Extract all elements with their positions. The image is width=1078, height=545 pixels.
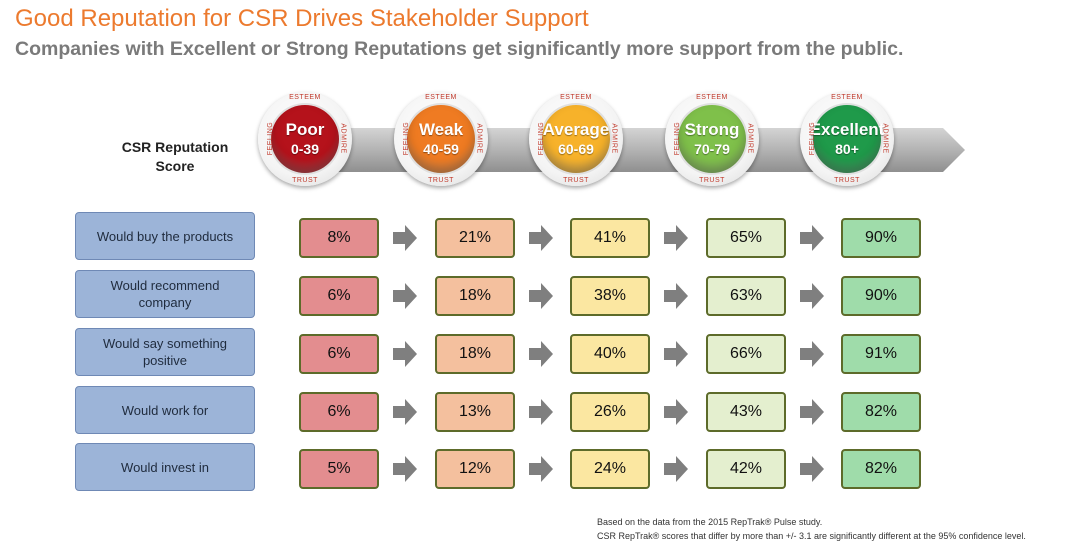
- progression-arrow: [393, 225, 417, 251]
- value-cell: 6%: [299, 392, 379, 432]
- axis-label-line1: CSR Reputation: [121, 139, 229, 155]
- progression-arrow: [393, 456, 417, 482]
- badge-label-top: ESTEEM: [696, 94, 728, 101]
- badge-ring: Poor 0-39: [271, 105, 339, 173]
- badge-range: 80+: [835, 141, 859, 157]
- axis-label: CSR Reputation Score: [100, 138, 250, 176]
- badge-label-left: FEELING: [538, 121, 546, 156]
- value-cell: 65%: [706, 218, 786, 258]
- badge-label-top: ESTEEM: [425, 94, 457, 101]
- progression-arrow: [393, 399, 417, 425]
- value-cell: 90%: [841, 218, 921, 258]
- badge-label-bottom: TRUST: [428, 177, 454, 184]
- progression-arrow: [529, 341, 553, 367]
- value-cell: 66%: [706, 334, 786, 374]
- progression-arrow: [664, 225, 688, 251]
- badge-name: Poor: [285, 120, 325, 139]
- row-label: Would invest in: [75, 443, 255, 491]
- progression-arrow: [664, 456, 688, 482]
- badge-ring: Excellent 80+: [810, 105, 884, 173]
- row-label: Would recommend company: [75, 270, 255, 318]
- badge-range: 60-69: [558, 141, 594, 157]
- value-cell: 13%: [435, 392, 515, 432]
- value-cell: 38%: [570, 276, 650, 316]
- badge-label-top: ESTEEM: [560, 94, 592, 101]
- progression-arrow: [664, 283, 688, 309]
- badge-label-top: ESTEEM: [289, 94, 321, 101]
- badge-label-bottom: TRUST: [834, 177, 860, 184]
- badge-label-right: ADMIRE: [339, 123, 347, 154]
- progression-arrow: [800, 456, 824, 482]
- value-cell: 24%: [570, 449, 650, 489]
- progression-arrow: [529, 399, 553, 425]
- row-label: Would work for: [75, 386, 255, 434]
- progression-arrow: [800, 341, 824, 367]
- value-cell: 6%: [299, 276, 379, 316]
- progression-arrow: [664, 399, 688, 425]
- badge-label-left: FEELING: [674, 121, 682, 156]
- progression-arrow: [393, 283, 417, 309]
- badge-excellent: Excellent 80+ ESTEEM TRUST FEELING ADMIRE: [800, 92, 894, 186]
- badge-name: Excellent: [809, 120, 885, 139]
- badge-name: Average: [542, 120, 610, 139]
- row-label: Would buy the products: [75, 212, 255, 260]
- badge-label-right: ADMIRE: [475, 123, 483, 154]
- badge-name: Strong: [684, 120, 740, 139]
- badge-label-right: ADMIRE: [610, 123, 618, 154]
- value-cell: 18%: [435, 334, 515, 374]
- badge-label-bottom: TRUST: [563, 177, 589, 184]
- value-cell: 8%: [299, 218, 379, 258]
- badge-ring: Weak 40-59: [407, 105, 475, 173]
- badge-label-right: ADMIRE: [746, 123, 754, 154]
- badge-weak: Weak 40-59 ESTEEM TRUST FEELING ADMIRE: [394, 92, 488, 186]
- progression-arrow: [393, 341, 417, 367]
- badge-ring: Strong 70-79: [678, 105, 746, 173]
- value-cell: 5%: [299, 449, 379, 489]
- value-cell: 6%: [299, 334, 379, 374]
- badge-ring: Average 60-69: [542, 105, 610, 173]
- value-cell: 40%: [570, 334, 650, 374]
- value-cell: 90%: [841, 276, 921, 316]
- axis-label-line2: Score: [155, 158, 195, 174]
- value-cell: 21%: [435, 218, 515, 258]
- value-cell: 82%: [841, 449, 921, 489]
- value-cell: 42%: [706, 449, 786, 489]
- progression-arrow: [800, 225, 824, 251]
- page-subtitle: Companies with Excellent or Strong Reput…: [15, 38, 904, 60]
- progression-arrow: [800, 399, 824, 425]
- badge-poor: Poor 0-39 ESTEEM TRUST FEELING ADMIRE: [258, 92, 352, 186]
- row-label: Would say something positive: [75, 328, 255, 376]
- progression-arrow: [529, 456, 553, 482]
- progression-arrow: [529, 225, 553, 251]
- value-cell: 91%: [841, 334, 921, 374]
- progression-arrow: [664, 341, 688, 367]
- badge-average: Average 60-69 ESTEEM TRUST FEELING ADMIRE: [529, 92, 623, 186]
- value-cell: 82%: [841, 392, 921, 432]
- badge-range: 40-59: [423, 141, 459, 157]
- badge-label-bottom: TRUST: [699, 177, 725, 184]
- badge-range: 70-79: [694, 141, 730, 157]
- footnote-source: Based on the data from the 2015 RepTrak®…: [597, 517, 823, 527]
- progression-arrow: [800, 283, 824, 309]
- badge-name: Weak: [418, 120, 464, 139]
- badge-label-top: ESTEEM: [831, 94, 863, 101]
- value-cell: 18%: [435, 276, 515, 316]
- value-cell: 26%: [570, 392, 650, 432]
- badge-label-left: FEELING: [809, 121, 817, 156]
- footnote-confidence: CSR RepTrak® scores that differ by more …: [597, 531, 1026, 541]
- value-cell: 41%: [570, 218, 650, 258]
- badge-label-left: FEELING: [403, 121, 411, 156]
- progression-arrow: [529, 283, 553, 309]
- page-title: Good Reputation for CSR Drives Stakehold…: [15, 5, 589, 32]
- badge-strong: Strong 70-79 ESTEEM TRUST FEELING ADMIRE: [665, 92, 759, 186]
- badge-label-right: ADMIRE: [881, 123, 889, 154]
- value-cell: 63%: [706, 276, 786, 316]
- badge-label-left: FEELING: [267, 121, 275, 156]
- value-cell: 43%: [706, 392, 786, 432]
- badge-range: 0-39: [290, 141, 320, 157]
- badge-label-bottom: TRUST: [292, 177, 318, 184]
- value-cell: 12%: [435, 449, 515, 489]
